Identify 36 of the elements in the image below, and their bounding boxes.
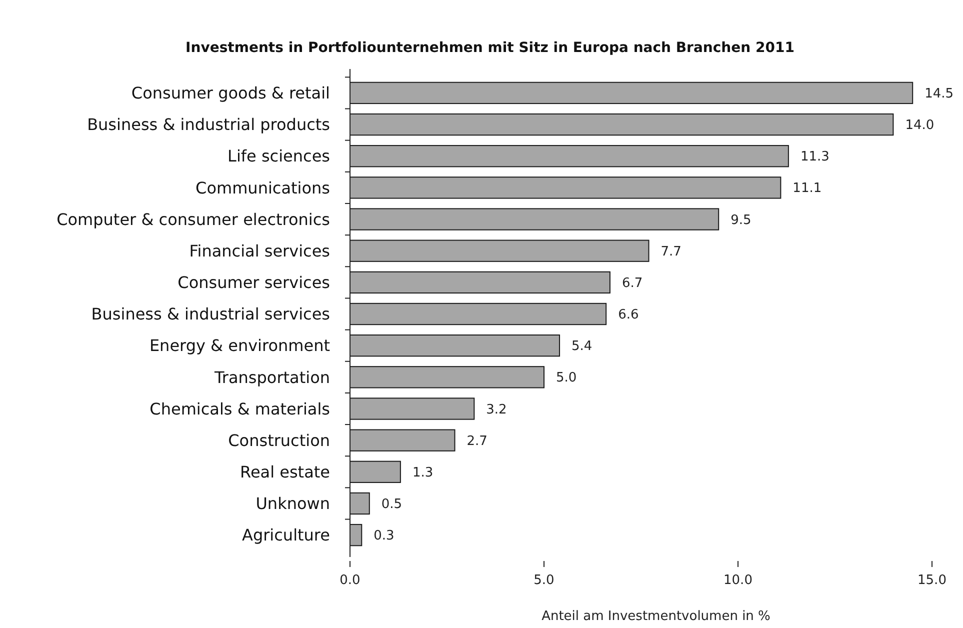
data-label: 7.7: [660, 244, 682, 260]
data-label: 3.2: [486, 402, 507, 418]
y-tick-label: Consumer goods & retail: [131, 84, 330, 103]
x-tick-label: 10.0: [724, 573, 752, 588]
y-tick-label: Life sciences: [228, 146, 330, 166]
x-axis-title: Anteil am Investmentvolumen in %: [542, 609, 770, 624]
x-tick-label: 5.0: [534, 573, 554, 588]
x-tick-label: 0.0: [340, 573, 360, 588]
data-label: 6.6: [618, 308, 639, 323]
y-tick-label: Computer & consumer electronics: [56, 210, 330, 229]
y-tick-label: Energy & environment: [149, 336, 330, 356]
data-label: 5.4: [572, 339, 592, 354]
data-label: 14.0: [905, 118, 934, 134]
x-tick-label: 15.0: [918, 573, 946, 588]
data-label: 14.5: [924, 86, 954, 102]
y-tick-label: Transportation: [213, 368, 330, 387]
y-tick-label: Agriculture: [242, 526, 330, 545]
data-label: 9.5: [730, 212, 752, 228]
data-label: 5.0: [556, 370, 577, 386]
y-tick-label: Unknown: [256, 494, 330, 514]
data-label: 2.7: [466, 434, 488, 449]
y-tick-label: Business & industrial services: [91, 304, 330, 324]
y-tick-label: Business & industrial products: [87, 115, 330, 134]
data-label: 6.7: [622, 276, 643, 291]
data-label: 11.1: [792, 181, 822, 196]
y-tick-label: Consumer services: [178, 273, 330, 292]
y-tick-label: Communications: [196, 178, 330, 198]
chart-title: Investments in Portfoliounternehmen mit Sitz in Europa nach Branchen 2011: [186, 40, 794, 56]
data-label: 1.3: [412, 465, 434, 480]
data-label: 0.5: [381, 497, 402, 512]
y-tick-label: Construction: [228, 430, 330, 450]
data-label: 0.3: [374, 528, 394, 544]
y-tick-label: Financial services: [189, 241, 330, 260]
data-label: 11.3: [800, 150, 830, 165]
y-tick-label: Chemicals & materials: [150, 399, 330, 418]
y-tick-label: Real estate: [240, 462, 330, 482]
